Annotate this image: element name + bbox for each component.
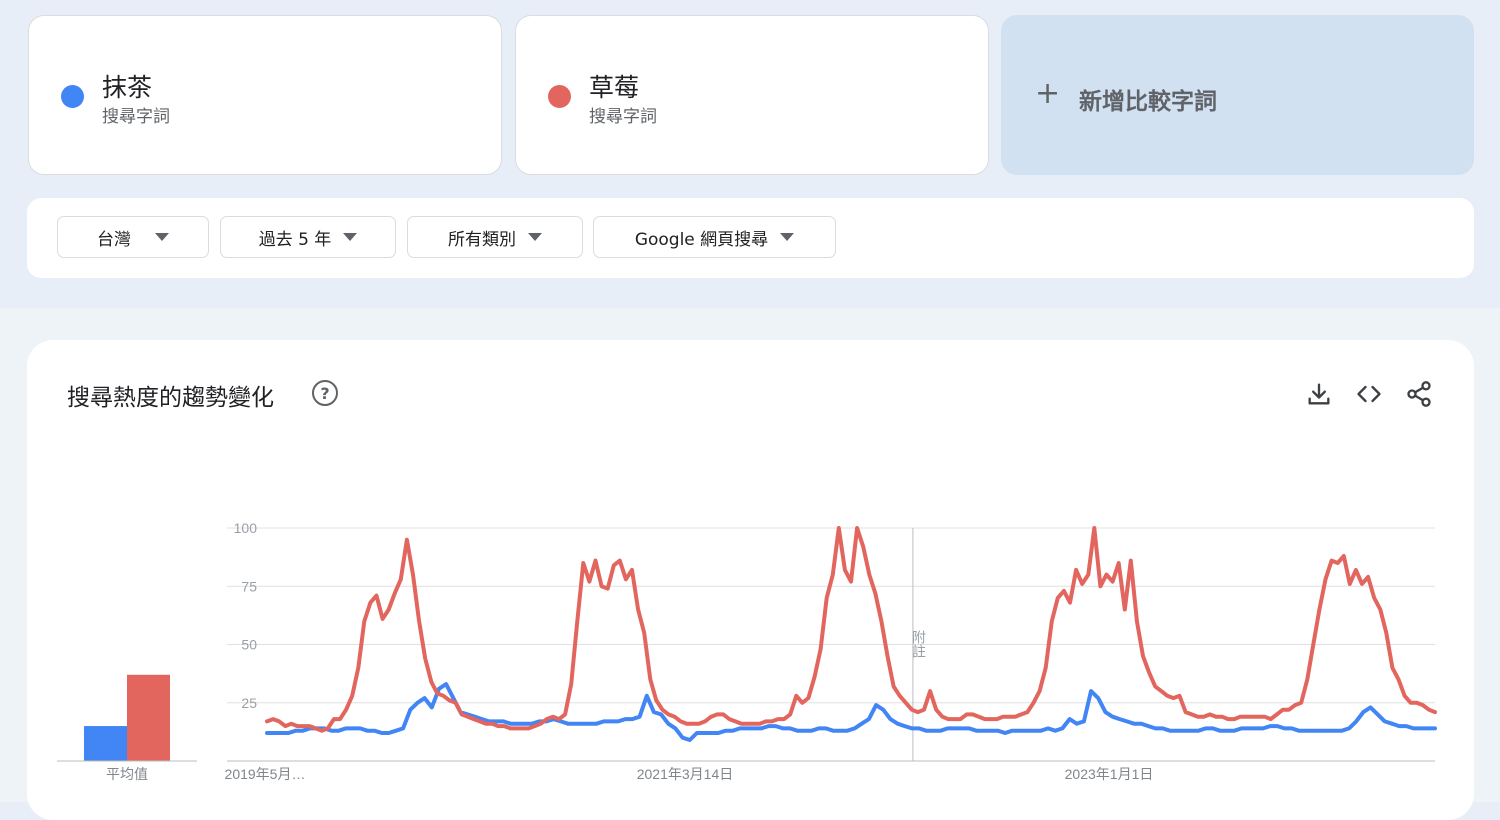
average-bars xyxy=(84,674,170,761)
note-label[interactable]: 附註 xyxy=(911,630,927,658)
term-type: 搜尋字詞 xyxy=(102,107,170,127)
series-line-1 xyxy=(265,526,1437,733)
term-card-strawberry[interactable]: 草莓 搜尋字詞 xyxy=(515,15,989,175)
term-card-matcha[interactable]: 抹茶 搜尋字詞 xyxy=(28,15,502,175)
dropdown-arrow-icon xyxy=(155,233,169,241)
y-tick-label: 75 xyxy=(241,578,257,594)
share-icon[interactable] xyxy=(1405,380,1433,408)
add-comparison-term-button[interactable]: + 新增比較字詞 xyxy=(1001,15,1474,175)
term-color-dot xyxy=(61,85,84,108)
time-range-filter-dropdown[interactable]: 過去 5 年 xyxy=(220,216,396,258)
y-tick-label: 25 xyxy=(241,695,257,711)
interest-over-time-card: 搜尋熱度的趨勢變化 ? 平均值 25 50 75 100 附註 2019年5月… 202… xyxy=(27,340,1474,820)
chart-note[interactable]: 附註 xyxy=(911,528,927,761)
filter-label: 台灣 xyxy=(97,229,131,250)
dropdown-arrow-icon xyxy=(780,233,795,241)
x-axis-ticks: 2019年5月… 2021年3月14日 2023年1月1日 xyxy=(225,766,1154,782)
chart-title: 搜尋熱度的趨勢變化 xyxy=(67,385,274,411)
filter-label: 所有類別 xyxy=(448,229,516,250)
help-icon[interactable]: ? xyxy=(312,380,338,406)
chart-series xyxy=(265,526,1437,742)
dropdown-arrow-icon xyxy=(528,233,542,241)
filter-label: 過去 5 年 xyxy=(258,229,332,250)
add-comparison-label: 新增比較字詞 xyxy=(1079,89,1217,115)
average-bar-0 xyxy=(84,726,127,761)
category-filter-dropdown[interactable]: 所有類別 xyxy=(407,216,583,258)
search-type-filter-dropdown[interactable]: Google 網頁搜尋 xyxy=(593,216,836,258)
region-filter-dropdown[interactable]: 台灣 xyxy=(57,216,209,258)
trend-chart: 平均值 25 50 75 100 附註 2019年5月… 2021年3月14日 2023年… xyxy=(57,520,1437,782)
x-tick-label: 2019年5月… xyxy=(225,766,306,782)
average-label: 平均值 xyxy=(106,766,148,782)
x-tick-label: 2023年1月1日 xyxy=(1065,766,1154,782)
y-tick-label: 50 xyxy=(241,637,257,653)
filter-bar: 台灣 過去 5 年 所有類別 Google 網頁搜尋 xyxy=(27,198,1474,278)
series-line-0 xyxy=(265,682,1437,742)
filter-label: Google 網頁搜尋 xyxy=(634,229,769,250)
y-tick-label: 100 xyxy=(234,520,258,536)
average-bar-1 xyxy=(127,674,170,761)
download-icon[interactable] xyxy=(1305,380,1333,408)
dropdown-arrow-icon xyxy=(343,233,358,241)
plus-icon: + xyxy=(1035,76,1061,111)
term-name: 草莓 xyxy=(589,73,640,102)
embed-icon[interactable] xyxy=(1355,380,1383,408)
term-name: 抹茶 xyxy=(102,73,153,102)
x-tick-label: 2021年3月14日 xyxy=(637,766,734,782)
chart-grid: 25 50 75 100 xyxy=(227,520,1435,762)
term-type: 搜尋字詞 xyxy=(589,107,657,127)
term-color-dot xyxy=(548,85,571,108)
